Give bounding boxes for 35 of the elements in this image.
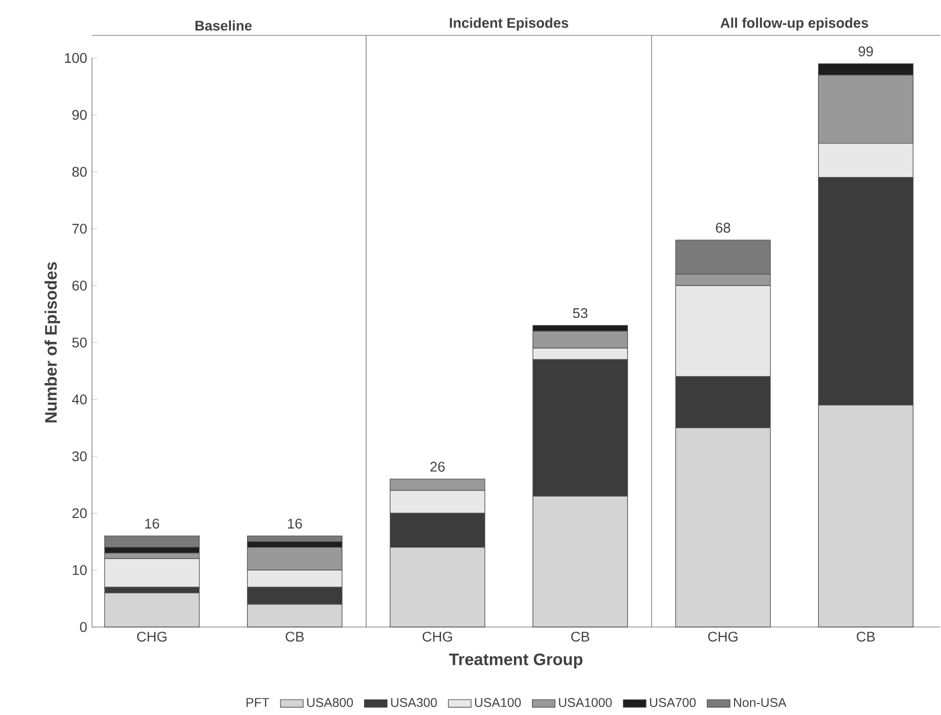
y-tick-label: 40 bbox=[72, 394, 87, 404]
legend-label: USA300 bbox=[391, 698, 437, 708]
y-tick-label: 50 bbox=[72, 338, 87, 348]
y-tick-label: 90 bbox=[72, 110, 87, 120]
text: All follow-up episodes bbox=[720, 18, 868, 31]
y-tick-label: 0 bbox=[80, 622, 87, 632]
legend-label: Non-USA bbox=[734, 698, 786, 708]
text: Incident Episodes bbox=[450, 18, 568, 31]
total-label: 68 bbox=[716, 222, 730, 233]
total-label: 26 bbox=[430, 462, 445, 472]
x-tick-label: CB bbox=[856, 632, 875, 642]
legend-label: USA1000 bbox=[559, 698, 612, 708]
x-tick-label: CB bbox=[286, 632, 304, 642]
total-label: 16 bbox=[288, 518, 302, 529]
legend-label: USA700 bbox=[650, 698, 696, 708]
total-label: 53 bbox=[573, 308, 588, 318]
total-label: 16 bbox=[145, 518, 160, 529]
x-tick-label: CHG bbox=[137, 632, 166, 642]
y-tick-label: 60 bbox=[72, 280, 87, 291]
legend-title: PFT bbox=[246, 698, 270, 707]
x-tick-label: CHG bbox=[708, 632, 738, 642]
y-tick-label: 10 bbox=[72, 565, 87, 576]
y-tick-label: 30 bbox=[72, 451, 87, 462]
y-tick-label: 70 bbox=[72, 224, 87, 234]
x-tick-label: CB bbox=[571, 632, 590, 642]
legend-label: USA800 bbox=[307, 698, 353, 708]
x-tick-label: CHG bbox=[422, 632, 452, 642]
y-axis-title: Number of Episodes bbox=[44, 262, 60, 422]
y-tick-label: 100 bbox=[65, 53, 87, 63]
text: Baseline bbox=[195, 20, 252, 31]
legend-label: USA100 bbox=[475, 698, 521, 708]
total-label: 99 bbox=[858, 46, 873, 56]
x-axis-title: Treatment Group bbox=[449, 653, 582, 669]
y-tick-label: 80 bbox=[72, 166, 87, 177]
y-tick-label: 20 bbox=[72, 508, 87, 518]
